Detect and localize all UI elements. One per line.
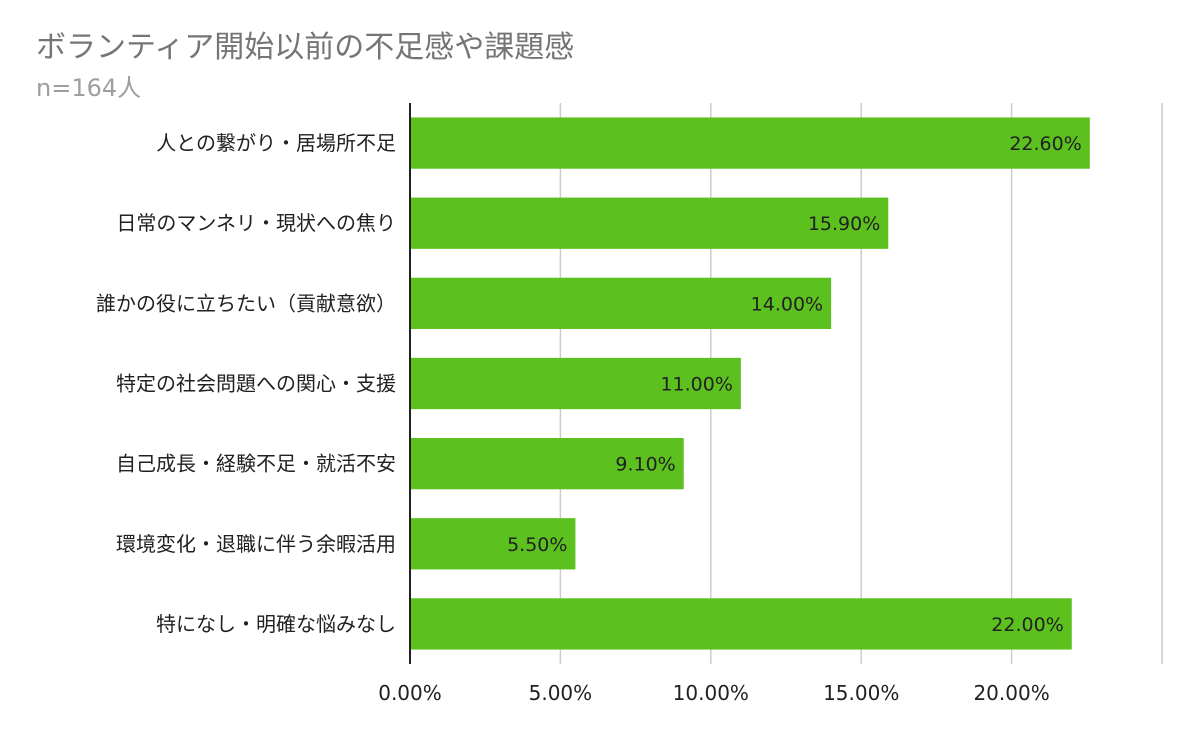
chart-subtitle: n=164人 — [36, 74, 142, 102]
data-label: 22.60% — [1009, 133, 1081, 155]
x-tick-label: 0.00% — [378, 681, 442, 705]
category-label: 特になし・明確な悩みなし — [156, 612, 396, 636]
data-label: 11.00% — [660, 374, 732, 396]
data-label: 14.00% — [751, 293, 823, 315]
chart-title: ボランティア開始以前の不足感や課題感 — [36, 30, 575, 65]
bar — [410, 437, 684, 490]
x-tick-label: 10.00% — [673, 681, 749, 705]
category-label: 日常のマンネリ・現状への焦り — [116, 211, 396, 235]
category-label: 人との繋がり・居場所不足 — [156, 131, 396, 155]
category-label: 誰かの役に立ちたい（貢献意欲） — [96, 291, 396, 315]
x-tick-label: 5.00% — [529, 681, 593, 705]
category-label: 環境変化・退職に伴う余暇活用 — [116, 532, 396, 556]
bar — [410, 518, 576, 570]
bar — [410, 357, 741, 410]
x-tick-label: 15.00% — [823, 681, 899, 705]
bar — [410, 197, 889, 249]
data-label: 5.50% — [507, 534, 567, 556]
data-label: 22.00% — [991, 614, 1063, 636]
data-label: 15.90% — [808, 213, 880, 235]
bar — [410, 598, 1072, 650]
bar — [410, 277, 832, 330]
bar — [410, 117, 1090, 169]
data-label: 9.10% — [615, 454, 675, 476]
category-label: 特定の社会問題への関心・支援 — [116, 372, 396, 396]
category-label: 自己成長・経験不足・就活不安 — [116, 452, 396, 476]
x-tick-label: 20.00% — [973, 681, 1049, 705]
